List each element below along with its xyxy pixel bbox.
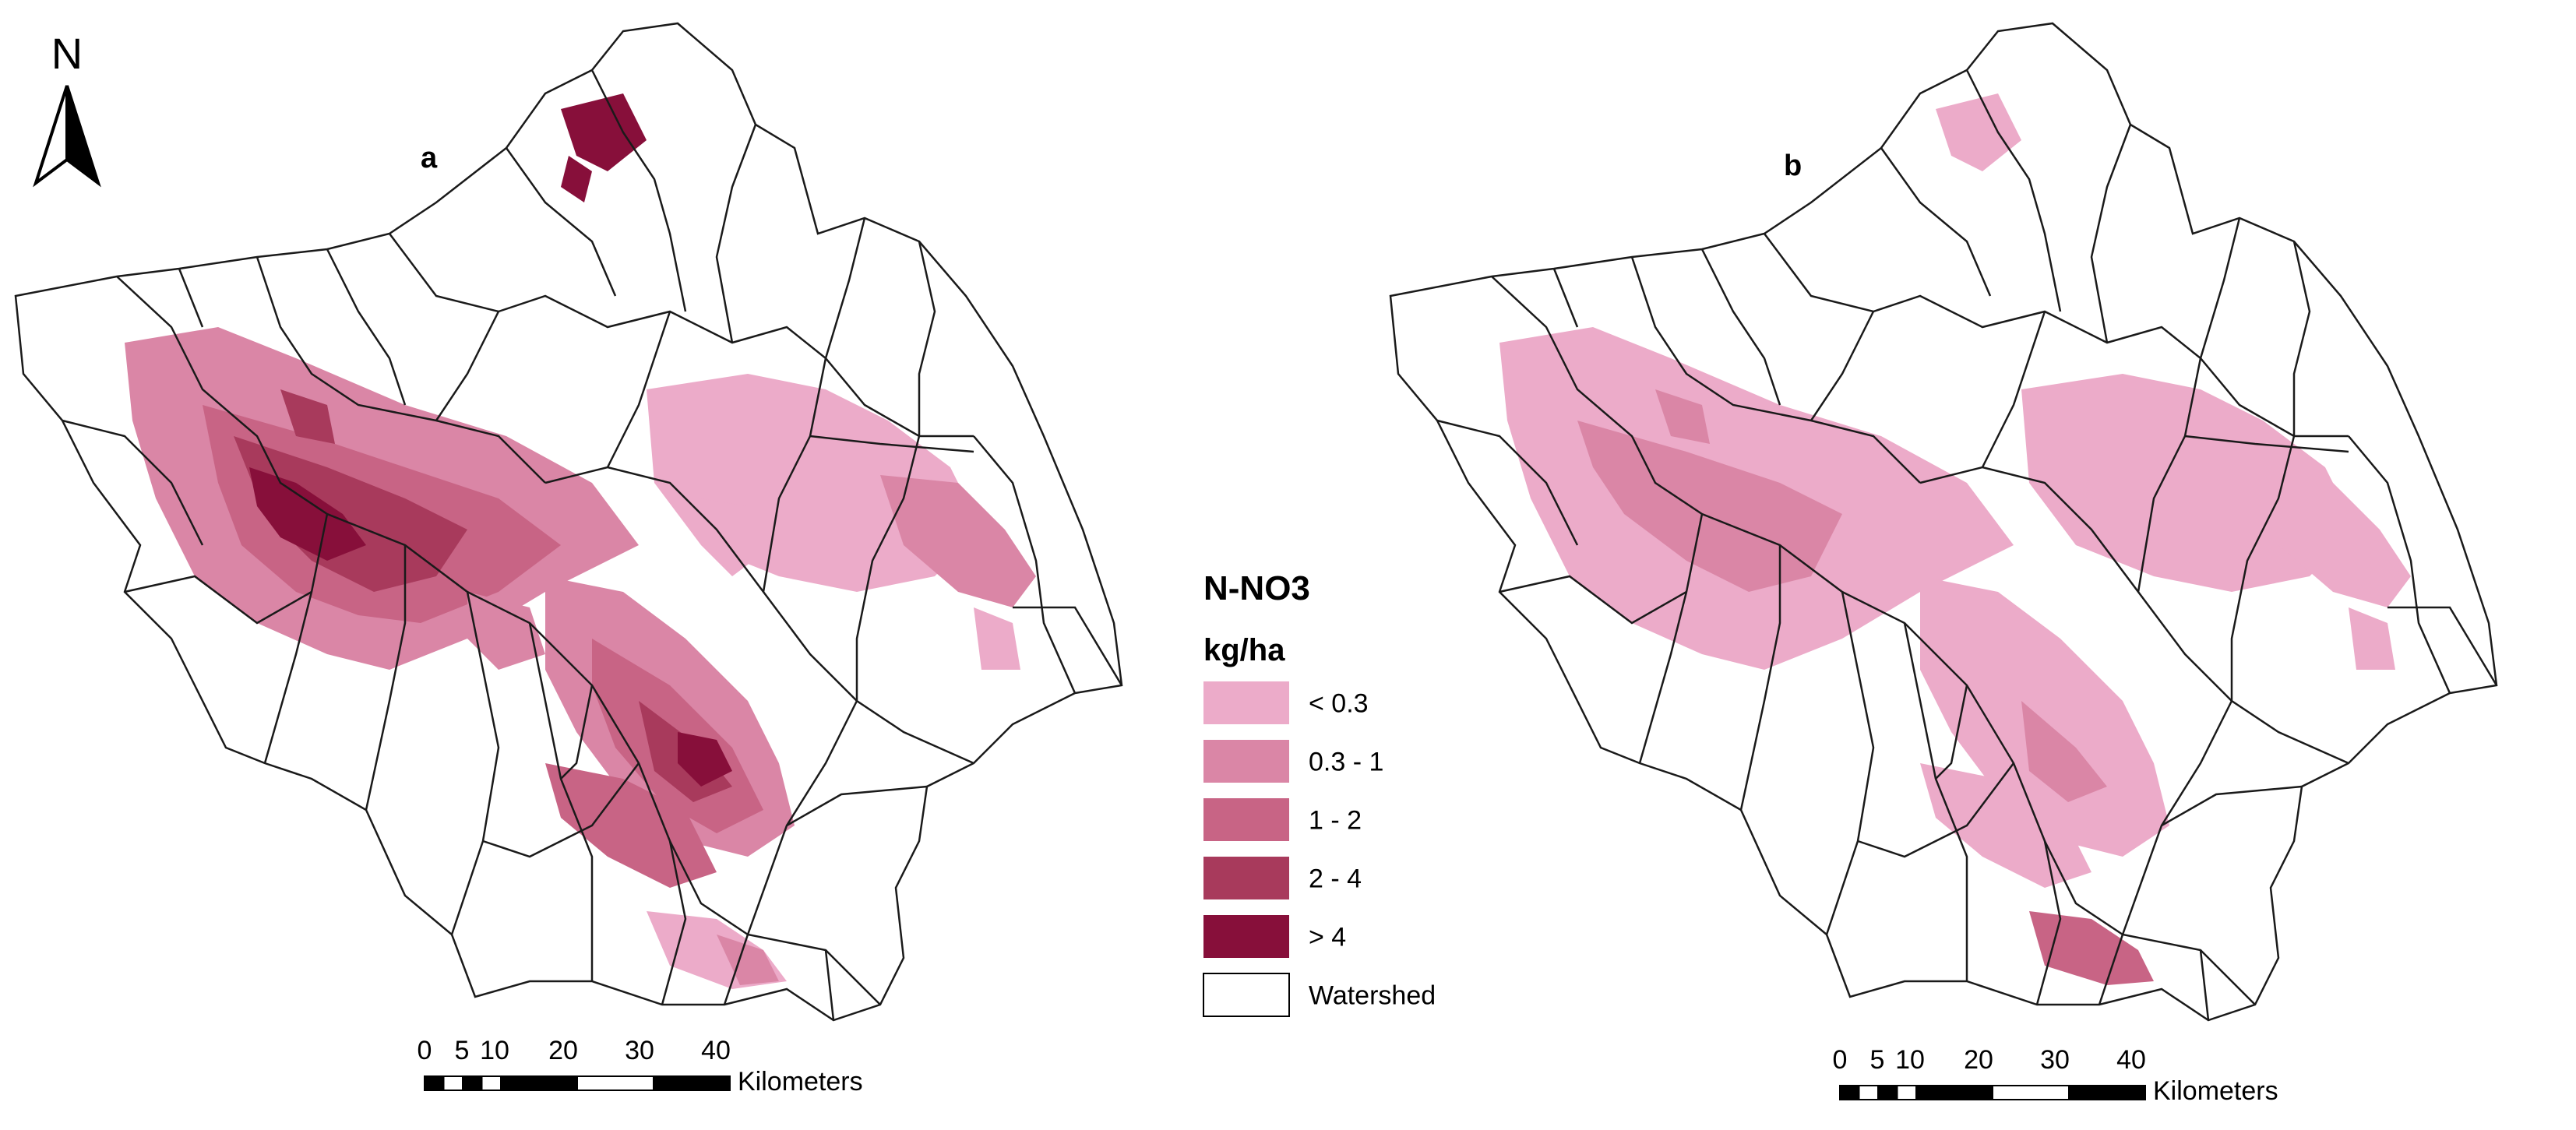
scale-bar-segment-b-1 <box>1858 1085 1879 1100</box>
scale-bar-segment-a-1 <box>442 1075 463 1091</box>
scale-tick-label-b-0: 0 <box>1833 1045 1848 1075</box>
scale-bar-segment-b-6 <box>2068 1085 2146 1100</box>
area-a-11 <box>880 475 1036 607</box>
scale-tick-label-b-3: 20 <box>1964 1045 1993 1075</box>
legend-swatch-0 <box>1203 681 1289 724</box>
scale-tick-label-b-2: 10 <box>1895 1045 1925 1075</box>
scale-tick-label-a-4: 30 <box>625 1036 654 1065</box>
scale-bar-segment-b-2 <box>1877 1085 1898 1100</box>
area-b-10 <box>2349 607 2395 670</box>
scale-tick-label-a-0: 0 <box>418 1036 432 1065</box>
scale-bar-segment-a-0 <box>424 1075 445 1091</box>
legend-label-3: 2 - 4 <box>1309 864 1362 894</box>
legend-label-2: 1 - 2 <box>1309 806 1362 836</box>
panel-label-b: b <box>1784 150 1802 182</box>
legend-label-4: > 4 <box>1309 923 1346 952</box>
legend-swatch-2 <box>1203 798 1289 841</box>
area-a-15 <box>280 389 335 444</box>
scale-unit-label-a: Kilometers <box>738 1067 863 1097</box>
area-a-12 <box>701 498 763 576</box>
area-b-5 <box>2021 374 2356 592</box>
scale-bar-segment-b-0 <box>1839 1085 1860 1100</box>
area-b-6 <box>2255 475 2411 607</box>
area-b-2 <box>1577 421 1842 592</box>
north-arrow-icon <box>33 85 101 188</box>
legend-swatch-1 <box>1203 740 1289 783</box>
area-b-8 <box>2021 701 2107 802</box>
scale-tick-label-a-2: 10 <box>480 1036 509 1065</box>
scale-tick-label-b-5: 40 <box>2116 1045 2146 1075</box>
scale-bar-segment-b-3 <box>1896 1085 1917 1100</box>
legend-label-0: < 0.3 <box>1309 689 1369 719</box>
legend-unit: kg/ha <box>1203 633 1285 667</box>
scale-unit-label-b: Kilometers <box>2153 1076 2278 1106</box>
scale-tick-label-b-4: 30 <box>2040 1045 2070 1075</box>
area-a-18 <box>974 607 1020 670</box>
area-b-7 <box>2029 911 2154 985</box>
map-panel-a: a <box>14 22 1123 1022</box>
scale-bar-segment-b-4 <box>1915 1085 1993 1100</box>
watershed-boundaries-b <box>1389 22 2498 1022</box>
area-a-13 <box>561 93 647 171</box>
scale-bar-segment-a-4 <box>500 1075 578 1091</box>
scale-tick-label-a-5: 40 <box>701 1036 731 1065</box>
concentration-areas-a <box>125 93 1036 989</box>
area-a-17 <box>717 935 779 985</box>
watershed-boundaries-a <box>14 22 1123 1022</box>
legend-swatch-4 <box>1203 915 1289 958</box>
scale-bar-segment-a-6 <box>653 1075 731 1091</box>
scale-bar-segment-b-5 <box>1992 1085 2070 1100</box>
legend-label-1: 0.3 - 1 <box>1309 748 1383 777</box>
scale-tick-label-a-1: 5 <box>455 1036 470 1065</box>
scale-bar-segment-a-2 <box>462 1075 483 1091</box>
area-a-4 <box>249 467 366 561</box>
area-a-3 <box>234 436 467 592</box>
scale-tick-label-b-1: 5 <box>1870 1045 1885 1075</box>
scale-bar-segment-a-3 <box>481 1075 502 1091</box>
legend-swatch-3 <box>1203 857 1289 899</box>
map-panel-b: b <box>1389 22 2498 1022</box>
area-a-14 <box>561 156 592 202</box>
panel-label-a: a <box>421 142 438 174</box>
north-arrow: N <box>33 29 101 188</box>
scale-bar-segment-a-5 <box>576 1075 654 1091</box>
scale-tick-label-a-3: 20 <box>548 1036 578 1065</box>
legend: N-NO3 kg/ha < 0.3 0.3 - 1 1 - 2 2 - 4 > 4 Wat… <box>1203 569 1436 1017</box>
area-a-9 <box>678 732 732 787</box>
concentration-areas-b <box>1499 93 2411 985</box>
area-a-19 <box>467 592 545 670</box>
legend-label-5: Watershed <box>1309 981 1436 1011</box>
legend-swatch-5 <box>1203 973 1290 1017</box>
legend-items: < 0.3 0.3 - 1 1 - 2 2 - 4 > 4 Watershed <box>1203 681 1436 1017</box>
area-b-9 <box>1936 93 2021 171</box>
north-letter: N <box>51 29 83 78</box>
legend-title: N-NO3 <box>1203 569 1310 607</box>
area-b-11 <box>1655 389 1710 444</box>
